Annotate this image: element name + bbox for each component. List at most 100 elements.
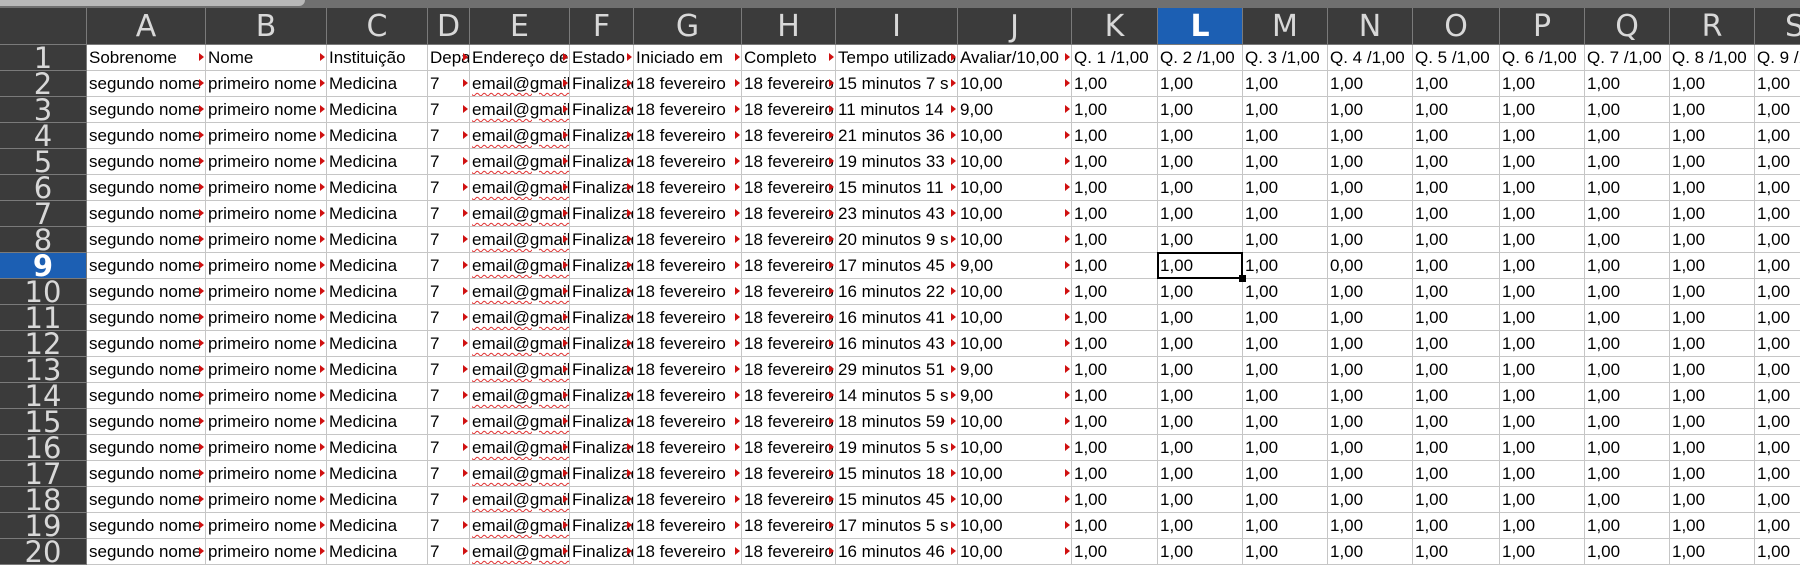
cell-j9[interactable]: 9,00 (958, 253, 1072, 279)
cell-q18[interactable]: 1,00 (1585, 487, 1670, 513)
cell-o18[interactable]: 1,00 (1413, 487, 1500, 513)
cell-r6[interactable]: 1,00 (1670, 175, 1755, 201)
cell-m17[interactable]: 1,00 (1243, 461, 1328, 487)
cell-p13[interactable]: 1,00 (1500, 357, 1585, 383)
cell-c9[interactable]: Medicina (327, 253, 428, 279)
cell-q16[interactable]: 1,00 (1585, 435, 1670, 461)
cell-s1[interactable]: Q. 9 /1,00 (1755, 45, 1800, 71)
cell-d7[interactable]: 7 (428, 201, 470, 227)
cell-r5[interactable]: 1,00 (1670, 149, 1755, 175)
cell-q20[interactable]: 1,00 (1585, 539, 1670, 565)
cell-q15[interactable]: 1,00 (1585, 409, 1670, 435)
cell-e10[interactable]: email@gmail.com (470, 279, 570, 305)
cell-l18[interactable]: 1,00 (1158, 487, 1243, 513)
cell-f15[interactable]: Finalizada (570, 409, 634, 435)
row-header-16[interactable]: 16 (0, 435, 87, 461)
row-header-7[interactable]: 7 (0, 201, 87, 227)
cell-e14[interactable]: email@gmail.com (470, 383, 570, 409)
cell-i1[interactable]: Tempo utilizado (836, 45, 958, 71)
cell-q4[interactable]: 1,00 (1585, 123, 1670, 149)
cell-q17[interactable]: 1,00 (1585, 461, 1670, 487)
cell-q10[interactable]: 1,00 (1585, 279, 1670, 305)
cell-k8[interactable]: 1,00 (1072, 227, 1158, 253)
cell-g16[interactable]: 18 fevereiro (634, 435, 742, 461)
cell-a8[interactable]: segundo nome (87, 227, 206, 253)
cell-n8[interactable]: 1,00 (1328, 227, 1413, 253)
cell-m16[interactable]: 1,00 (1243, 435, 1328, 461)
cell-s13[interactable]: 1,00 (1755, 357, 1800, 383)
cell-n10[interactable]: 1,00 (1328, 279, 1413, 305)
cell-o10[interactable]: 1,00 (1413, 279, 1500, 305)
cell-k13[interactable]: 1,00 (1072, 357, 1158, 383)
cell-c16[interactable]: Medicina (327, 435, 428, 461)
cell-m4[interactable]: 1,00 (1243, 123, 1328, 149)
cell-j2[interactable]: 10,00 (958, 71, 1072, 97)
cell-r19[interactable]: 1,00 (1670, 513, 1755, 539)
cell-n20[interactable]: 1,00 (1328, 539, 1413, 565)
cell-g8[interactable]: 18 fevereiro (634, 227, 742, 253)
cell-o2[interactable]: 1,00 (1413, 71, 1500, 97)
cell-f7[interactable]: Finalizada (570, 201, 634, 227)
cell-o11[interactable]: 1,00 (1413, 305, 1500, 331)
cell-j8[interactable]: 10,00 (958, 227, 1072, 253)
cell-p15[interactable]: 1,00 (1500, 409, 1585, 435)
cell-h7[interactable]: 18 fevereiro (742, 201, 836, 227)
cell-m5[interactable]: 1,00 (1243, 149, 1328, 175)
cell-n14[interactable]: 1,00 (1328, 383, 1413, 409)
row-header-11[interactable]: 11 (0, 305, 87, 331)
cell-o20[interactable]: 1,00 (1413, 539, 1500, 565)
cell-p14[interactable]: 1,00 (1500, 383, 1585, 409)
cell-a16[interactable]: segundo nome (87, 435, 206, 461)
cell-e12[interactable]: email@gmail.com (470, 331, 570, 357)
row-header-8[interactable]: 8 (0, 227, 87, 253)
cell-d17[interactable]: 7 (428, 461, 470, 487)
cell-r17[interactable]: 1,00 (1670, 461, 1755, 487)
cell-k12[interactable]: 1,00 (1072, 331, 1158, 357)
cell-l15[interactable]: 1,00 (1158, 409, 1243, 435)
cell-j3[interactable]: 9,00 (958, 97, 1072, 123)
cell-p5[interactable]: 1,00 (1500, 149, 1585, 175)
cell-m2[interactable]: 1,00 (1243, 71, 1328, 97)
cell-o17[interactable]: 1,00 (1413, 461, 1500, 487)
cell-h3[interactable]: 18 fevereiro (742, 97, 836, 123)
cell-i14[interactable]: 14 minutos 5 s (836, 383, 958, 409)
cell-b15[interactable]: primeiro nome (206, 409, 327, 435)
cell-l13[interactable]: 1,00 (1158, 357, 1243, 383)
column-header-g[interactable]: G (634, 8, 742, 45)
cell-r2[interactable]: 1,00 (1670, 71, 1755, 97)
cell-h2[interactable]: 18 fevereiro (742, 71, 836, 97)
cell-e17[interactable]: email@gmail.com (470, 461, 570, 487)
cell-e19[interactable]: email@gmail.com (470, 513, 570, 539)
cell-n16[interactable]: 1,00 (1328, 435, 1413, 461)
cell-l3[interactable]: 1,00 (1158, 97, 1243, 123)
cell-a10[interactable]: segundo nome (87, 279, 206, 305)
cell-d8[interactable]: 7 (428, 227, 470, 253)
cell-j12[interactable]: 10,00 (958, 331, 1072, 357)
cell-k19[interactable]: 1,00 (1072, 513, 1158, 539)
cell-c1[interactable]: Instituição (327, 45, 428, 71)
row-header-15[interactable]: 15 (0, 409, 87, 435)
cell-i12[interactable]: 16 minutos 43 (836, 331, 958, 357)
cell-e3[interactable]: email@gmail.com (470, 97, 570, 123)
cell-d20[interactable]: 7 (428, 539, 470, 565)
cell-b20[interactable]: primeiro nome (206, 539, 327, 565)
cell-d13[interactable]: 7 (428, 357, 470, 383)
cell-r3[interactable]: 1,00 (1670, 97, 1755, 123)
cell-r1[interactable]: Q. 8 /1,00 (1670, 45, 1755, 71)
cell-l20[interactable]: 1,00 (1158, 539, 1243, 565)
cell-m6[interactable]: 1,00 (1243, 175, 1328, 201)
cell-m11[interactable]: 1,00 (1243, 305, 1328, 331)
cell-l4[interactable]: 1,00 (1158, 123, 1243, 149)
cell-m8[interactable]: 1,00 (1243, 227, 1328, 253)
row-header-20[interactable]: 20 (0, 539, 87, 565)
cell-e13[interactable]: email@gmail.com (470, 357, 570, 383)
cell-h13[interactable]: 18 fevereiro (742, 357, 836, 383)
cell-o12[interactable]: 1,00 (1413, 331, 1500, 357)
cell-g6[interactable]: 18 fevereiro (634, 175, 742, 201)
cell-s16[interactable]: 1,00 (1755, 435, 1800, 461)
cell-i3[interactable]: 11 minutos 14 (836, 97, 958, 123)
cell-d12[interactable]: 7 (428, 331, 470, 357)
cell-o7[interactable]: 1,00 (1413, 201, 1500, 227)
cell-a9[interactable]: segundo nome (87, 253, 206, 279)
